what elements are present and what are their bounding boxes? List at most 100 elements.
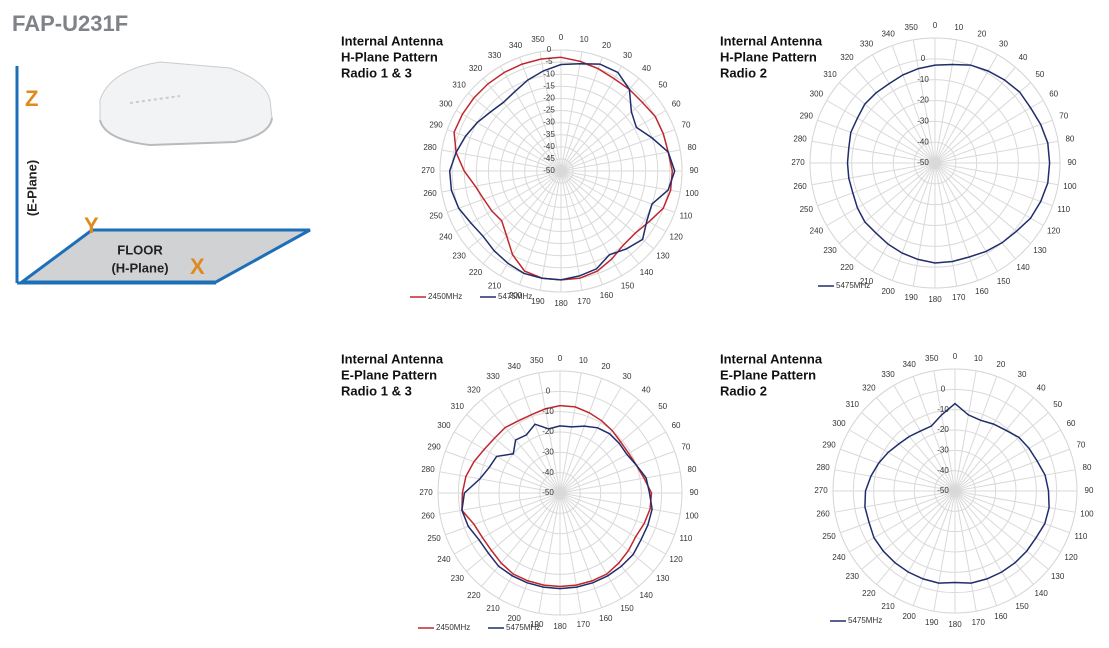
spoke bbox=[559, 492, 582, 614]
angle-label: 70 bbox=[1059, 111, 1068, 120]
spoke bbox=[439, 471, 561, 494]
angle-label: 130 bbox=[656, 574, 670, 583]
spoke bbox=[954, 385, 1017, 492]
r-tick-label: -10 bbox=[937, 405, 949, 414]
angle-label: 230 bbox=[452, 252, 466, 261]
angle-label: 70 bbox=[681, 442, 690, 451]
angle-label: 260 bbox=[793, 182, 807, 191]
spoke bbox=[817, 162, 936, 207]
spoke bbox=[954, 490, 1061, 553]
angle-label: 300 bbox=[810, 90, 824, 99]
spoke bbox=[455, 110, 562, 172]
spoke bbox=[559, 471, 681, 494]
spoke bbox=[893, 490, 956, 597]
spoke bbox=[445, 492, 561, 536]
spoke bbox=[934, 162, 998, 272]
r-tick-label: -50 bbox=[543, 166, 555, 175]
spoke bbox=[934, 162, 1044, 226]
angle-label: 220 bbox=[467, 591, 481, 600]
angle-label: 170 bbox=[972, 618, 986, 627]
legend-label: 2450MHz bbox=[428, 292, 462, 301]
r-tick-label: -40 bbox=[937, 466, 949, 475]
angle-label: 350 bbox=[530, 356, 544, 365]
spoke bbox=[455, 170, 562, 232]
angle-label: 210 bbox=[488, 281, 502, 290]
angle-label: 210 bbox=[881, 602, 895, 611]
angle-label: 20 bbox=[602, 41, 611, 50]
spoke bbox=[559, 492, 675, 536]
spoke bbox=[559, 492, 603, 608]
angle-label: 50 bbox=[1053, 400, 1062, 409]
spoke bbox=[445, 450, 561, 494]
spoke bbox=[876, 490, 956, 585]
chart-title: E-Plane Pattern bbox=[341, 367, 437, 382]
chart-title: Internal Antenna bbox=[341, 33, 444, 48]
angle-label: 290 bbox=[429, 121, 443, 130]
r-tick-label: -40 bbox=[917, 137, 929, 146]
spoke bbox=[954, 448, 1070, 492]
spoke bbox=[934, 162, 1032, 244]
spoke bbox=[933, 490, 956, 612]
spoke bbox=[934, 66, 1016, 164]
angle-label: 130 bbox=[1033, 246, 1047, 255]
spoke bbox=[560, 170, 603, 285]
spoke bbox=[447, 129, 562, 172]
spoke bbox=[954, 469, 1076, 492]
device bbox=[99, 61, 273, 146]
angle-label: 260 bbox=[816, 509, 830, 518]
r-tick-label: -10 bbox=[543, 69, 555, 78]
angle-label: 270 bbox=[419, 488, 433, 497]
angle-label: 100 bbox=[685, 511, 699, 520]
spoke bbox=[539, 170, 562, 291]
spoke bbox=[861, 490, 956, 570]
angle-label: 120 bbox=[1047, 227, 1061, 236]
angle-label: 40 bbox=[1019, 53, 1028, 62]
angle-label: 280 bbox=[793, 134, 807, 143]
angle-label: 300 bbox=[437, 421, 451, 430]
spoke bbox=[560, 77, 640, 172]
r-tick-label: -25 bbox=[543, 106, 555, 115]
spoke bbox=[872, 54, 936, 164]
angle-label: 40 bbox=[642, 64, 651, 73]
angle-label: 110 bbox=[680, 212, 693, 221]
angle-label: 60 bbox=[1049, 90, 1058, 99]
spoke bbox=[560, 129, 675, 172]
y-label: Y bbox=[84, 213, 99, 238]
angle-label: 160 bbox=[975, 287, 989, 296]
spoke bbox=[559, 372, 582, 494]
angle-label: 240 bbox=[439, 233, 453, 242]
spoke bbox=[498, 492, 561, 599]
spoke bbox=[560, 170, 681, 193]
angle-label: 210 bbox=[486, 604, 500, 613]
spoke bbox=[933, 370, 956, 492]
angle-label: 220 bbox=[469, 268, 483, 277]
angle-label: 200 bbox=[902, 612, 916, 621]
spoke bbox=[954, 490, 1017, 597]
spoke bbox=[872, 162, 936, 272]
spoke bbox=[559, 492, 681, 515]
chart-title: Internal Antenna bbox=[720, 33, 823, 48]
angle-label: 120 bbox=[1064, 553, 1078, 562]
r-tick-label: -40 bbox=[542, 468, 554, 477]
angle-label: 190 bbox=[531, 297, 545, 306]
angle-label: 180 bbox=[948, 620, 962, 629]
spoke bbox=[500, 170, 562, 277]
spoke bbox=[934, 162, 1053, 207]
angle-label: 90 bbox=[690, 488, 699, 497]
angle-label: 100 bbox=[1080, 509, 1094, 518]
angle-label: 350 bbox=[925, 354, 939, 363]
x-label: X bbox=[190, 254, 205, 279]
angle-label: 310 bbox=[823, 70, 837, 79]
angle-label: 240 bbox=[810, 227, 824, 236]
angle-label: 330 bbox=[488, 51, 502, 60]
device-diagram: Z (E-Plane) Y FLOOR (H-Plane) X bbox=[15, 61, 311, 285]
angle-label: 100 bbox=[1063, 182, 1077, 191]
spoke bbox=[560, 65, 622, 172]
spoke bbox=[954, 490, 977, 612]
spoke bbox=[934, 140, 1059, 164]
angle-label: 160 bbox=[600, 291, 614, 300]
spoke bbox=[559, 492, 666, 555]
angle-label: 170 bbox=[952, 293, 966, 302]
spoke bbox=[560, 110, 667, 172]
